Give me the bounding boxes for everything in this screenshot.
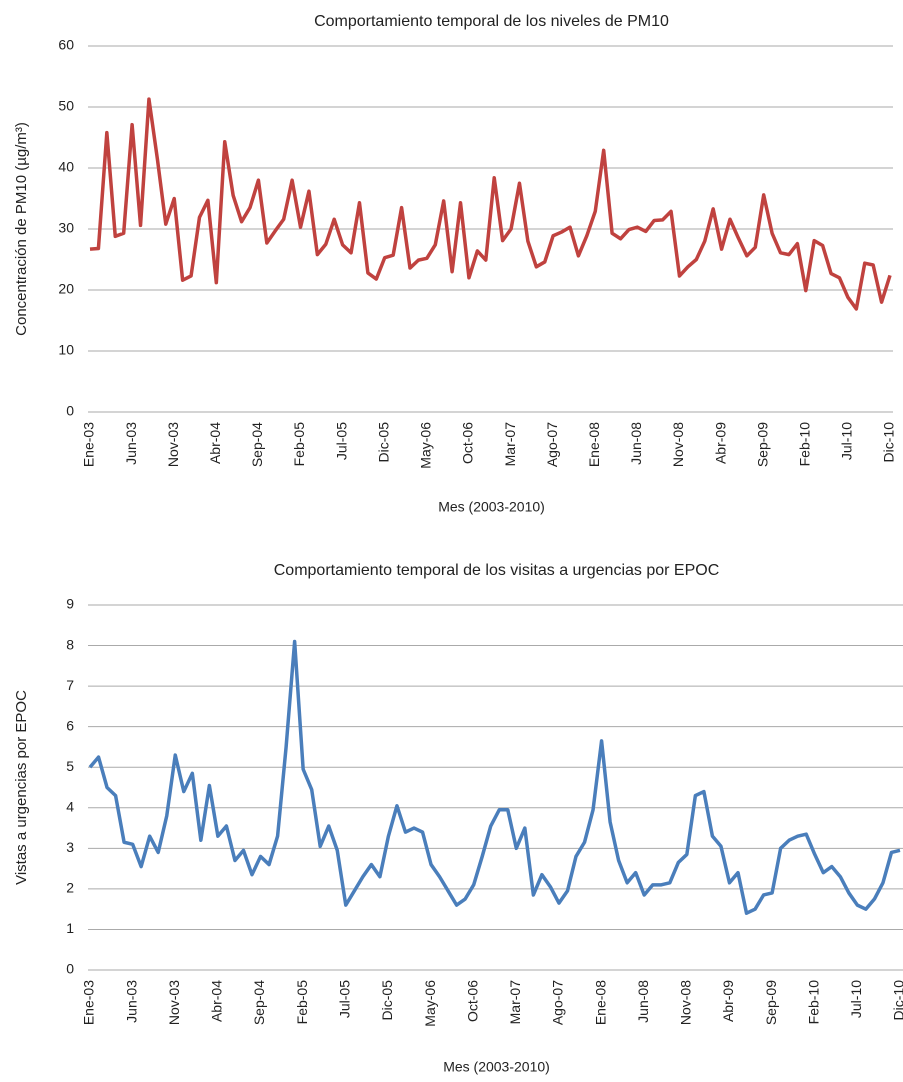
x-tick-label: Dic-10 [891,980,903,1021]
y-tick-label: 40 [58,159,74,175]
x-tick-label: Feb-05 [294,980,310,1025]
x-tick-label: Sep-04 [249,422,265,467]
x-tick-label: Jun-08 [635,980,651,1023]
x-tick-label: Abr-09 [720,980,736,1022]
x-tick-label: Jun-03 [123,422,139,465]
y-tick-label: 20 [58,281,74,297]
y-tick-label: 0 [66,403,74,419]
data-line [88,639,901,915]
x-tick-label: Sep-09 [754,422,770,467]
x-tick-label: May-06 [418,422,434,469]
y-tick-label: 5 [66,758,74,774]
x-tick-label: Sep-04 [251,980,267,1025]
y-axis-label: Concentración de PM10 (µg/m³) [13,122,30,336]
y-tick-label: 8 [66,636,74,652]
y-tick-label: 0 [66,961,74,977]
x-tick-label: Jun-08 [628,422,644,465]
x-tick-label: Sep-09 [763,980,779,1025]
x-tick-label: Dic-10 [881,422,897,463]
x-tick-label: Abr-04 [207,422,223,464]
y-tick-label: 60 [58,37,74,53]
y-tick-label: 6 [66,717,74,733]
y-tick-label: 10 [58,342,74,358]
y-tick-label: 4 [66,798,74,814]
x-tick-label: Ago-07 [544,422,560,467]
x-tick-label: Ene-03 [81,980,97,1025]
y-tick-label: 7 [66,677,74,693]
chart-title: Comportamiento temporal de los niveles d… [314,13,669,30]
x-tick-label: Mar-07 [502,422,518,467]
chart-title: Comportamiento temporal de los visitas a… [274,562,720,579]
x-tick-label: Feb-10 [805,980,821,1025]
y-tick-label: 30 [58,220,74,236]
x-tick-label: Nov-03 [165,422,181,467]
x-tick-label: Nov-03 [166,980,182,1025]
x-axis-label: Mes (2003-2010) [443,1059,550,1075]
x-tick-label: Jun-03 [123,980,139,1023]
x-tick-label: Jul-10 [848,980,864,1018]
x-tick-label: Nov-08 [670,422,686,467]
y-axis-label: Vistas a urgencias por EPOC [13,690,30,885]
x-tick-label: Feb-05 [291,422,307,467]
y-tick-label: 3 [66,839,74,855]
x-tick-label: Dic-05 [375,422,391,463]
x-tick-label: Nov-08 [678,980,694,1025]
x-tick-label: Feb-10 [796,422,812,467]
x-tick-label: Oct-06 [460,422,476,464]
x-tick-label: Jul-05 [336,980,352,1018]
x-tick-label: Mar-07 [507,980,523,1025]
x-tick-label: Ene-03 [81,422,97,467]
x-tick-label: Oct-06 [464,980,480,1022]
x-tick-label: Jul-05 [333,422,349,460]
x-tick-label: May-06 [422,980,438,1027]
x-axis-label: Mes (2003-2010) [438,499,545,515]
x-tick-label: Dic-05 [379,980,395,1021]
x-tick-label: Jul-10 [839,422,855,460]
y-tick-label: 50 [58,98,74,114]
x-tick-label: Ago-07 [550,980,566,1025]
y-tick-label: 2 [66,880,74,896]
y-tick-label: 9 [66,596,74,612]
x-tick-label: Abr-09 [712,422,728,464]
x-tick-label: Abr-04 [209,980,225,1022]
data-line [89,97,892,311]
y-tick-label: 1 [66,920,74,936]
x-tick-label: Ene-08 [592,980,608,1025]
x-tick-label: Ene-08 [586,422,602,467]
